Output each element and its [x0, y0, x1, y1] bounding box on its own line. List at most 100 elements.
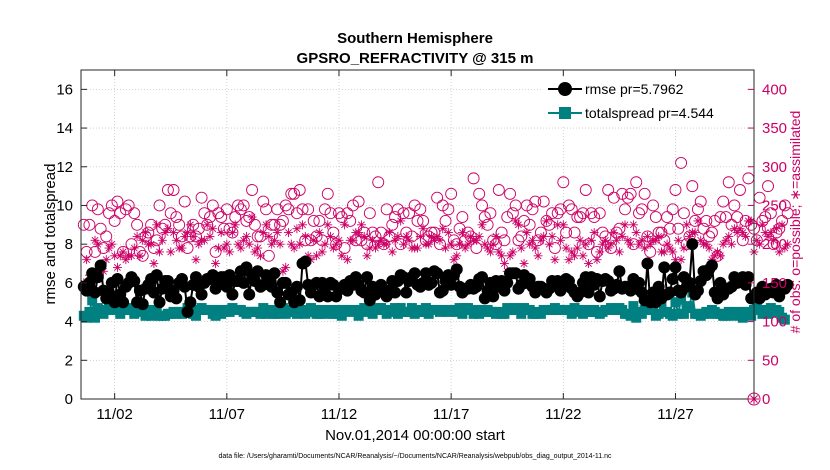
possible-point — [330, 238, 343, 251]
assimilated-point — [466, 231, 476, 241]
assimilated-point — [225, 247, 235, 257]
assimilated-point — [93, 239, 103, 249]
possible-point — [512, 234, 525, 247]
assimilated-marker — [317, 247, 327, 257]
y-tick-label: 2 — [65, 352, 73, 369]
assimilated-marker — [628, 220, 638, 230]
assimilated-marker — [614, 247, 624, 257]
rmse-point — [184, 296, 197, 309]
assimilated-point — [298, 220, 308, 230]
rmse-point — [389, 286, 402, 299]
assimilated-marker — [281, 262, 291, 272]
assimilated-marker — [477, 220, 487, 230]
assimilated-marker — [623, 235, 633, 245]
assimilated-marker — [292, 224, 302, 234]
assimilated-marker — [553, 220, 563, 230]
assimilated-point — [449, 255, 459, 265]
possible-point — [403, 207, 416, 220]
assimilated-point — [261, 220, 271, 230]
assimilated-point — [286, 239, 296, 249]
totalspread-point — [763, 308, 774, 319]
rmse-point — [128, 274, 141, 287]
assimilated-marker — [584, 259, 594, 269]
assimilated-point — [398, 239, 408, 249]
assimilated-point — [219, 243, 229, 253]
possible-point — [638, 187, 651, 200]
assimilated-marker — [219, 243, 229, 253]
possible-point — [296, 203, 309, 216]
assimilated-point — [211, 259, 221, 269]
assimilated-marker — [488, 239, 498, 249]
assimilated-point — [457, 228, 467, 238]
assimilated-marker — [258, 228, 268, 238]
possible-point — [324, 207, 337, 220]
possible-point — [122, 199, 135, 212]
assimilated-point — [303, 251, 313, 261]
possible-point — [411, 215, 424, 227]
possible-point — [602, 184, 615, 196]
rmse-point — [290, 280, 303, 293]
assimilated-marker — [298, 220, 308, 230]
possible-point — [248, 218, 261, 231]
assimilated-point — [272, 228, 282, 238]
assimilated-marker — [180, 231, 190, 241]
rmse-point — [501, 276, 514, 289]
assimilated-point — [112, 262, 122, 272]
assimilated-point — [713, 247, 723, 257]
assimilated-marker — [642, 231, 652, 241]
rmse-point — [705, 259, 718, 272]
assimilated-marker — [485, 247, 495, 257]
assimilated-point — [171, 235, 181, 245]
possible-point — [431, 191, 444, 204]
totalspread-point — [146, 310, 157, 321]
assimilated-marker — [166, 247, 176, 257]
possible-point — [619, 203, 631, 216]
possible-point — [333, 207, 345, 220]
totalspread-point — [673, 308, 684, 319]
possible-point — [192, 222, 205, 235]
assimilated-point — [628, 220, 638, 230]
assimilated-marker — [278, 266, 288, 276]
assimilated-point — [202, 220, 212, 230]
assimilated-marker — [483, 243, 493, 253]
assimilated-point — [581, 239, 591, 249]
assimilated-marker — [370, 243, 380, 253]
possible-point — [276, 215, 289, 227]
assimilated-marker — [376, 235, 386, 245]
assimilated-point — [718, 239, 728, 249]
assimilated-point — [275, 239, 285, 249]
assimilated-point — [152, 220, 162, 230]
possible-point — [647, 199, 659, 212]
rmse-point — [103, 286, 116, 299]
possible-point — [218, 222, 230, 235]
possible-point — [554, 203, 567, 216]
assimilated-point — [556, 235, 566, 245]
assimilated-point — [584, 259, 594, 269]
assimilated-point — [208, 224, 218, 234]
assimilated-point — [284, 228, 294, 238]
assimilated-marker — [342, 255, 352, 265]
assimilated-marker — [443, 228, 453, 238]
assimilated-marker — [760, 228, 770, 238]
assimilated-point — [247, 212, 257, 222]
assimilated-point — [595, 247, 605, 257]
chart-subtitle: GPSRO_REFRACTIVITY @ 315 m — [297, 50, 534, 67]
footnote: data file: /Users/gharamti/Documents/NCA… — [218, 453, 612, 460]
x-tick-label: 11/12 — [321, 406, 357, 423]
assimilated-marker — [427, 231, 437, 241]
possible-point — [630, 176, 643, 189]
totalspread-point — [667, 310, 678, 321]
rmse-point — [243, 288, 256, 301]
assimilated-point — [741, 231, 751, 241]
possible-point — [661, 211, 674, 224]
possible-point — [313, 215, 326, 227]
x-tick-label: 11/02 — [96, 406, 132, 423]
rmse-point — [593, 290, 606, 303]
assimilated-point — [334, 235, 344, 245]
assimilated-marker — [721, 235, 731, 245]
assimilated-point — [191, 255, 201, 265]
totalspread-point — [333, 304, 344, 315]
assimilated-point — [317, 247, 327, 257]
rmse-point — [117, 296, 130, 309]
rmse-point — [170, 292, 183, 305]
